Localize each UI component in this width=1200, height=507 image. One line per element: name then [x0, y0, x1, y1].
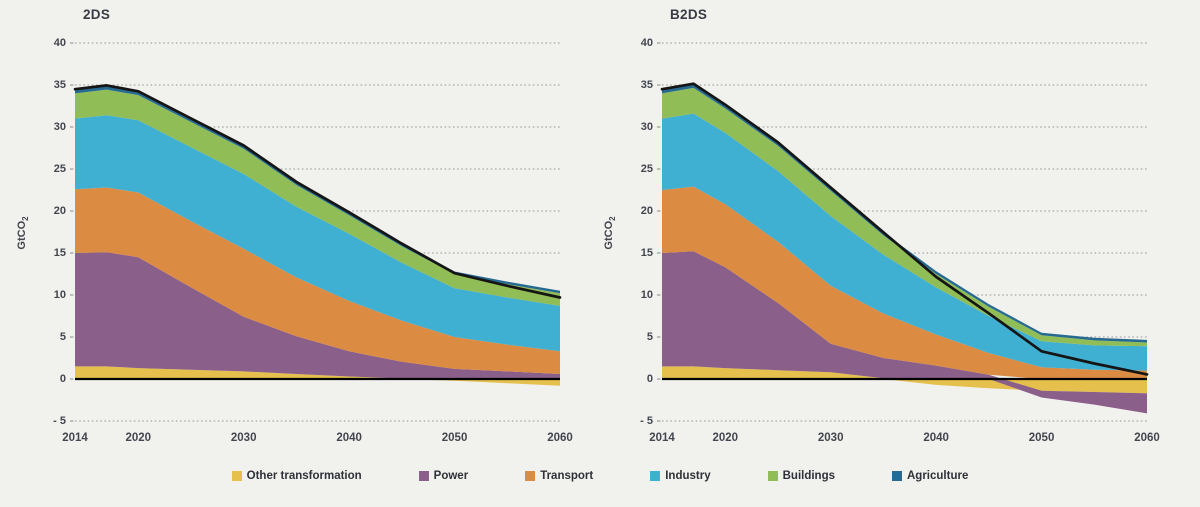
- x-tick-label: 2030: [817, 432, 844, 444]
- legend-item-other-transformation: Other transformation: [231, 470, 362, 482]
- chart-title-b2ds: B2DS: [670, 7, 708, 22]
- y-tick-label: 30: [640, 121, 653, 133]
- y-tick-label: 40: [640, 37, 653, 49]
- legend-item-industry: Industry: [650, 470, 711, 482]
- legend-swatch: [892, 471, 902, 481]
- y-tick-label: 35: [640, 79, 653, 91]
- legend-swatch: [650, 471, 661, 481]
- area-band-transport: [75, 187, 560, 374]
- area-band-buildings: [75, 89, 560, 306]
- area-band-buildings: [662, 87, 1147, 347]
- legend-item-buildings: Buildings: [767, 470, 835, 482]
- legend-item-transport: Transport: [525, 470, 593, 482]
- y-axis-label-2ds: GtCO2: [16, 188, 30, 278]
- legend-label: Power: [433, 470, 469, 482]
- x-tick-label: 2014: [649, 432, 675, 444]
- y-tick-label: 10: [53, 289, 66, 301]
- area-band-other-transformation: [75, 366, 560, 386]
- y-tick-label: 15: [640, 247, 653, 259]
- x-tick-label: 2014: [62, 432, 88, 444]
- y-tick-label: 5: [59, 331, 66, 343]
- legend-label: Other transformation: [246, 470, 362, 482]
- y-tick-label: 10: [640, 289, 653, 301]
- x-tick-label: 2060: [547, 432, 573, 444]
- x-tick-label: 2020: [712, 432, 739, 444]
- x-tick-label: 2020: [125, 432, 152, 444]
- area-band-industry: [75, 115, 560, 352]
- net-total-line: [660, 82, 1149, 376]
- y-tick-label: 40: [53, 37, 66, 49]
- legend-label: Buildings: [782, 470, 835, 482]
- x-tick-label: 2060: [1134, 432, 1160, 444]
- legend-swatch: [418, 471, 429, 481]
- area-band-industry: [662, 113, 1147, 371]
- area-chart-2ds: [70, 42, 562, 422]
- area-band-transport: [662, 186, 1147, 379]
- y-tick-label: 25: [640, 163, 653, 175]
- legend-label: Industry: [665, 470, 711, 482]
- legend-item-power: Power: [418, 470, 469, 482]
- x-tick-label: 2050: [441, 432, 468, 444]
- area-chart-b2ds: [657, 42, 1149, 422]
- legend-swatch: [767, 471, 778, 481]
- legend: Other transformation Power Transport Indust…: [0, 466, 1200, 486]
- chart-title-2ds: 2DS: [83, 7, 111, 22]
- x-tick-label: 2040: [336, 432, 362, 444]
- y-tick-label: 5: [646, 331, 653, 343]
- y-tick-label: - 5: [640, 415, 653, 427]
- area-band-power: [662, 251, 1147, 414]
- legend-swatch: [231, 471, 242, 481]
- y-tick-label: 25: [53, 163, 66, 175]
- legend-item-agriculture: Agriculture: [892, 470, 968, 482]
- x-tick-label: 2040: [923, 432, 949, 444]
- y-axis-label-b2ds: GtCO2: [603, 188, 617, 278]
- y-tick-label: 30: [53, 121, 66, 133]
- y-tick-label: 20: [640, 205, 653, 217]
- area-band-power: [75, 252, 560, 379]
- x-tick-label: 2050: [1028, 432, 1055, 444]
- legend-swatch: [525, 471, 536, 481]
- y-tick-label: 35: [53, 79, 66, 91]
- x-tick-label: 2030: [230, 432, 257, 444]
- y-tick-label: 0: [59, 373, 66, 385]
- legend-label: Agriculture: [907, 470, 969, 482]
- y-tick-label: - 5: [53, 415, 66, 427]
- y-tick-label: 0: [646, 373, 653, 385]
- legend-label: Transport: [540, 470, 594, 482]
- y-tick-label: 15: [53, 247, 66, 259]
- y-tick-label: 20: [53, 205, 66, 217]
- net-total-line: [73, 84, 562, 299]
